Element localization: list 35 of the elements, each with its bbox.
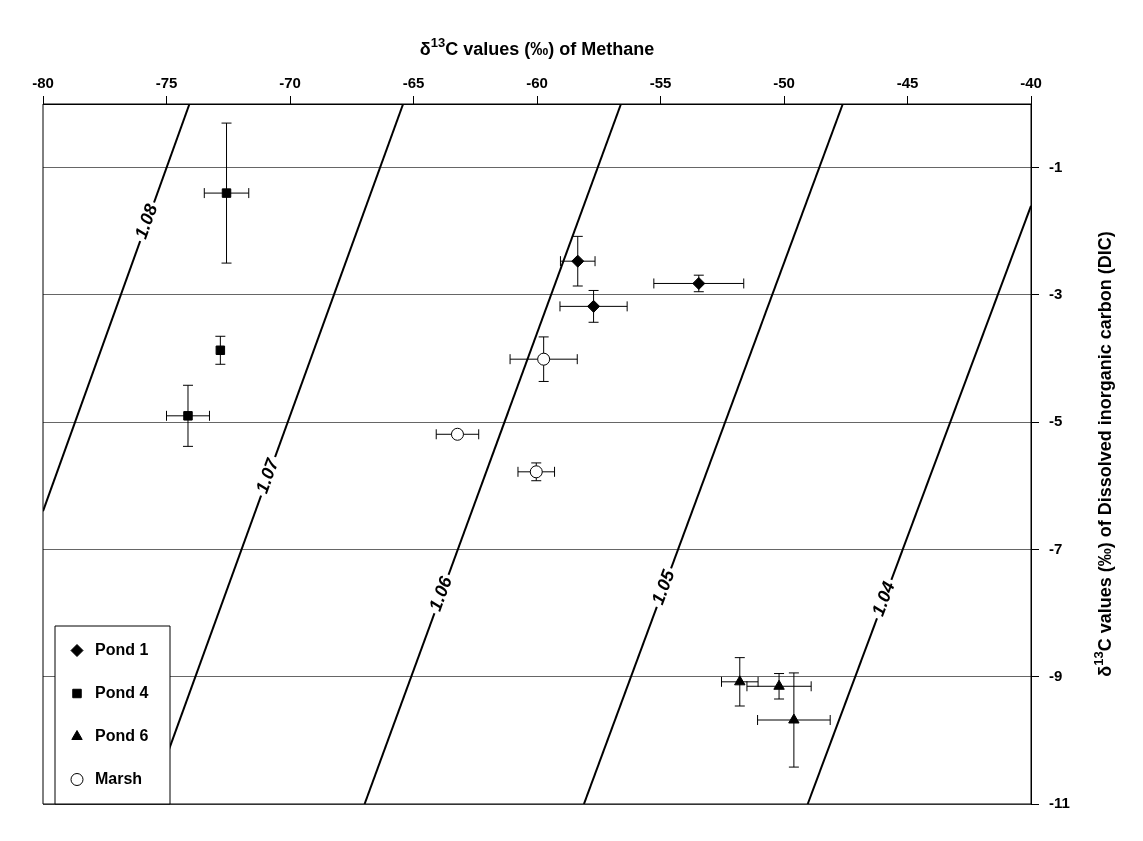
legend-label: Pond 4 <box>95 683 149 701</box>
y-tick-label: -9 <box>1049 666 1063 684</box>
x-tick-label: -45 <box>896 74 919 92</box>
point <box>215 345 226 356</box>
y-tick-label: -5 <box>1049 412 1063 430</box>
y-tick-label: -1 <box>1049 157 1063 175</box>
y-tick-label: -11 <box>1049 794 1070 812</box>
annotation: 1.04 <box>867 578 899 619</box>
y-axis-title: δ13C values (‰) of Dissolved inorganic carbon (DIC) <box>1091 231 1115 677</box>
legend-label: Pond 6 <box>95 726 149 744</box>
point <box>773 679 785 690</box>
annotation: 1.08 <box>130 201 162 242</box>
x-tick-label: -40 <box>1020 74 1042 92</box>
x-tick-label: -65 <box>402 74 425 92</box>
x-tick-label: -70 <box>279 74 301 92</box>
point <box>537 352 551 366</box>
legend-label: Pond 1 <box>95 640 149 658</box>
x-tick-label: -80 <box>32 74 54 92</box>
x-tick-label: -75 <box>155 74 178 92</box>
annotation: 1.07 <box>251 455 283 496</box>
annotation: 1.05 <box>647 566 679 608</box>
y-tick-label: -7 <box>1049 539 1063 557</box>
point <box>734 675 746 686</box>
annotation: 1.06 <box>425 572 457 614</box>
x-tick-label: -60 <box>526 74 548 92</box>
point <box>221 188 232 198</box>
point <box>587 299 601 313</box>
y-tick-label: -3 <box>1049 285 1063 303</box>
point <box>788 713 800 724</box>
point <box>571 254 585 268</box>
x-tick-label: -50 <box>773 74 795 92</box>
point <box>450 427 464 441</box>
legend-label: Marsh <box>95 769 143 787</box>
point <box>183 411 193 421</box>
x-tick-label: -55 <box>649 74 672 92</box>
